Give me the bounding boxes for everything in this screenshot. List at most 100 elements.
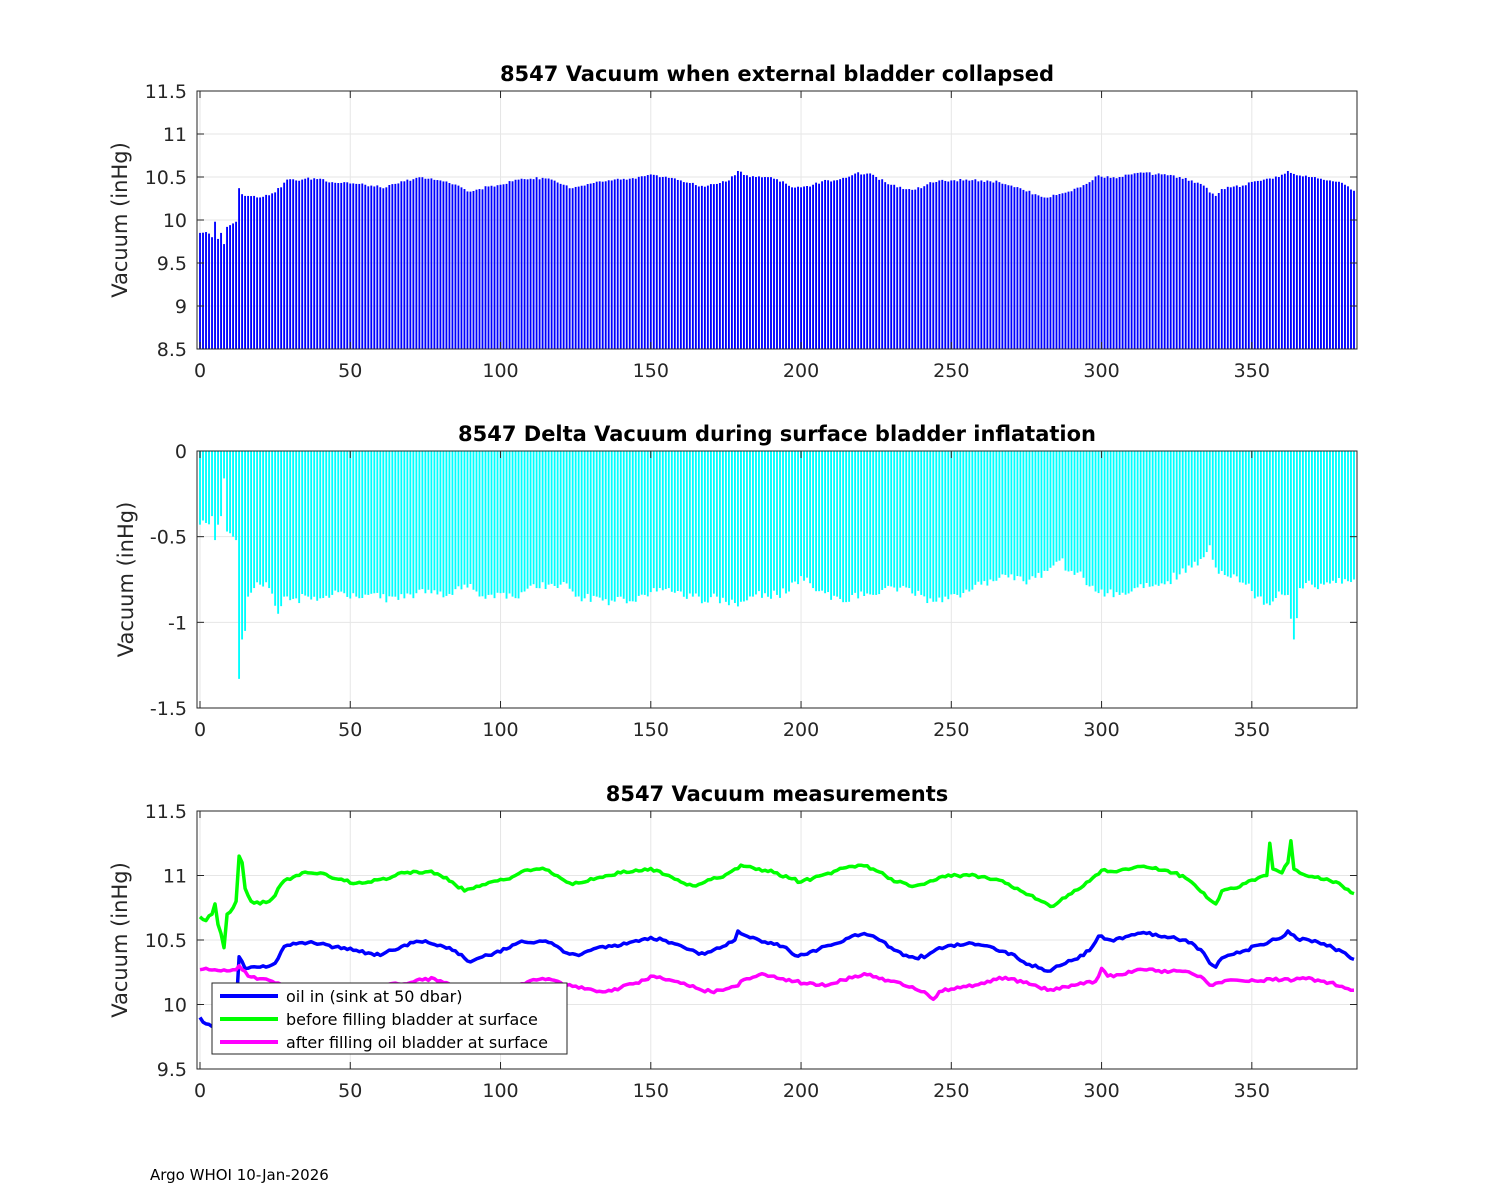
bar (1235, 185, 1238, 349)
bar (508, 181, 511, 349)
bar (580, 185, 583, 349)
bar (208, 451, 210, 525)
bar (1037, 195, 1040, 349)
bar (457, 451, 460, 587)
bar (863, 451, 866, 596)
y-tick-label: 0 (175, 441, 187, 463)
bar (1109, 451, 1112, 590)
bar (1022, 189, 1025, 349)
bar (743, 174, 745, 349)
bar (989, 451, 992, 580)
bar (1169, 174, 1172, 349)
bar (986, 180, 989, 349)
bar (836, 180, 839, 349)
bar (547, 178, 550, 349)
bar (292, 179, 295, 349)
chart-title: 8547 Delta Vacuum during surface bladder… (458, 422, 1096, 446)
bar (1142, 451, 1145, 589)
bar (1317, 178, 1319, 349)
bar (568, 188, 571, 349)
bar (487, 186, 490, 349)
bar (373, 186, 376, 349)
bar (1148, 172, 1151, 349)
x-tick-label: 300 (1083, 360, 1119, 382)
bar (226, 226, 228, 349)
bar (1010, 451, 1013, 575)
bar (289, 179, 292, 349)
bar (779, 181, 781, 349)
bar (1247, 182, 1250, 349)
bar (848, 176, 851, 349)
bar (502, 451, 505, 593)
bar (451, 451, 454, 595)
bar (752, 451, 754, 597)
bar (394, 183, 397, 349)
bar (727, 180, 730, 349)
bar (845, 177, 848, 349)
bar (1007, 185, 1010, 349)
bar (1043, 451, 1046, 571)
bar (1106, 176, 1109, 349)
bar (595, 181, 598, 349)
bar (1046, 451, 1049, 571)
bar (797, 451, 799, 585)
bar (469, 451, 472, 584)
bar (1353, 451, 1355, 580)
bar (1076, 451, 1079, 573)
bar (247, 195, 250, 349)
bar (544, 451, 547, 590)
bar (673, 178, 676, 349)
bar (685, 182, 688, 349)
plot-marks (199, 451, 1355, 679)
bar (944, 180, 947, 349)
bar (869, 451, 872, 595)
bar (1145, 172, 1148, 349)
bar (1073, 451, 1076, 575)
bar (622, 178, 625, 349)
bar (412, 179, 415, 349)
bar (265, 451, 268, 583)
bar (746, 451, 748, 601)
bar (956, 451, 959, 595)
bar (941, 451, 944, 603)
bar (346, 451, 349, 597)
bar (352, 451, 355, 594)
bar (1019, 451, 1022, 577)
bar (1298, 451, 1301, 589)
bar (1199, 183, 1202, 349)
bar (199, 451, 201, 525)
bar (544, 178, 547, 349)
bar (604, 451, 607, 600)
bar (1010, 185, 1013, 349)
bar (574, 186, 577, 349)
bar (1145, 451, 1148, 583)
bar (1298, 175, 1301, 349)
bar (337, 183, 340, 349)
bar (601, 451, 604, 601)
bar (277, 451, 280, 614)
bar (902, 451, 905, 586)
bar (553, 180, 556, 349)
bar (271, 451, 274, 594)
bar (364, 184, 367, 349)
y-tick-label: 10 (163, 995, 187, 1017)
bar (1133, 451, 1136, 589)
bar (812, 451, 814, 589)
bar (1289, 172, 1292, 349)
bar (397, 451, 400, 600)
bar (505, 183, 508, 349)
bar (1341, 182, 1343, 349)
bar (1037, 451, 1040, 573)
bar (610, 180, 613, 349)
plot-marks (199, 170, 1355, 349)
bar (244, 195, 247, 349)
bar (241, 194, 244, 349)
bar (202, 451, 204, 521)
bar (466, 451, 469, 588)
bar (1088, 451, 1091, 587)
bar (718, 451, 721, 604)
bar (619, 179, 622, 349)
bar (454, 184, 457, 349)
bar (256, 197, 259, 349)
chart-vac_collapsed: 0 50 100 150 200 250 300 350 8.5 9 9.5 10 10.5 11 11.5… (108, 62, 1358, 382)
